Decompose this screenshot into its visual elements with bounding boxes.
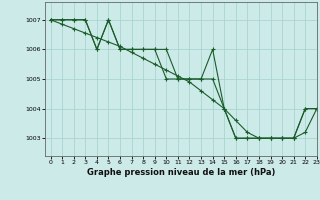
X-axis label: Graphe pression niveau de la mer (hPa): Graphe pression niveau de la mer (hPa)	[87, 168, 275, 177]
